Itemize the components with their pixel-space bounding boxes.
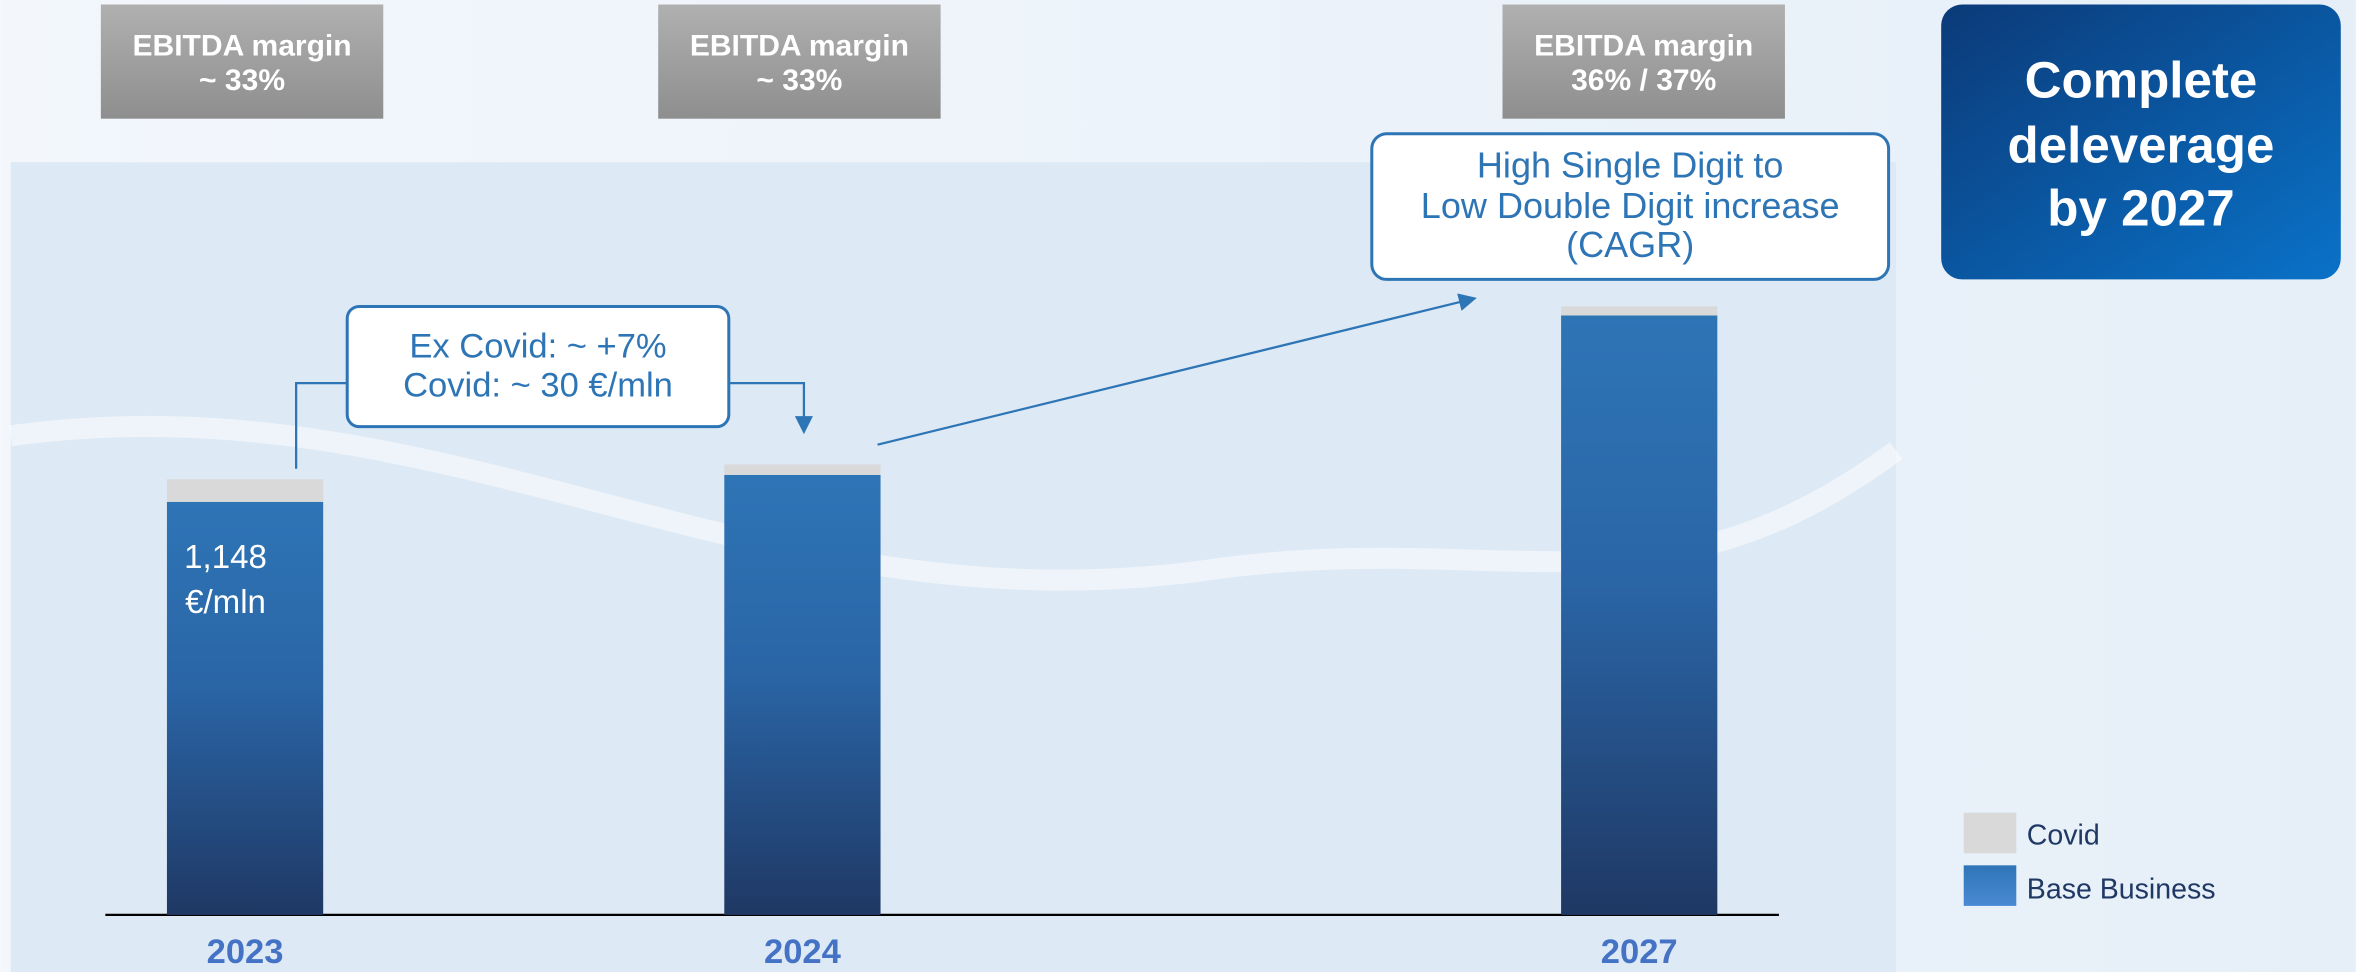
- margin-box: [100, 4, 384, 119]
- deleverage-text: by 2027: [2047, 179, 2234, 236]
- legend-label: Base Business: [2027, 873, 2216, 905]
- callout-text: High Single Digit to: [1477, 144, 1784, 185]
- margin-title: EBITDA margin: [132, 30, 351, 63]
- deleverage-text: deleverage: [2008, 116, 2275, 173]
- bar-segment: [166, 501, 324, 915]
- margin-value: ~ 33%: [756, 64, 842, 97]
- x-tick-label: 2027: [1601, 933, 1678, 971]
- bar-segment: [1561, 315, 1718, 915]
- bar-segment: [724, 474, 881, 915]
- legend-swatch: [1963, 865, 2017, 906]
- margin-box: [1502, 4, 1785, 119]
- connector: [295, 381, 348, 469]
- connector: [728, 381, 813, 435]
- margin-value: 36% / 37%: [1571, 64, 1716, 97]
- deleverage-box: [1941, 4, 2341, 280]
- cagr-callout-box: [1370, 132, 1891, 281]
- callout-text: Low Double Digit increase: [1421, 185, 1840, 226]
- value-label-box: 1,148 €/mln: [184, 537, 267, 621]
- legend-label: Covid: [2027, 819, 2100, 851]
- bar-segment: [724, 464, 881, 475]
- growth-arrow: [877, 293, 1477, 446]
- margin-box: [658, 4, 941, 119]
- growth-callout-box: [345, 304, 731, 429]
- callout-text: Covid: ~ 30 €/mln: [403, 367, 673, 405]
- value-label: 1,148 €/mln: [184, 537, 267, 621]
- margin-title: EBITDA margin: [690, 30, 909, 63]
- bar-segment: [1561, 306, 1718, 316]
- callout-text: Ex Covid: ~ +7%: [409, 328, 666, 366]
- callout-text: (CAGR): [1566, 224, 1694, 265]
- margin-value: ~ 33%: [199, 64, 285, 97]
- x-tick-label: 2023: [207, 933, 284, 971]
- bar-segment: [166, 479, 324, 502]
- margin-title: EBITDA margin: [1534, 30, 1753, 63]
- deleverage-text: Complete: [2025, 52, 2258, 109]
- x-tick-label: 2024: [764, 933, 842, 971]
- legend-swatch: [1963, 812, 2017, 854]
